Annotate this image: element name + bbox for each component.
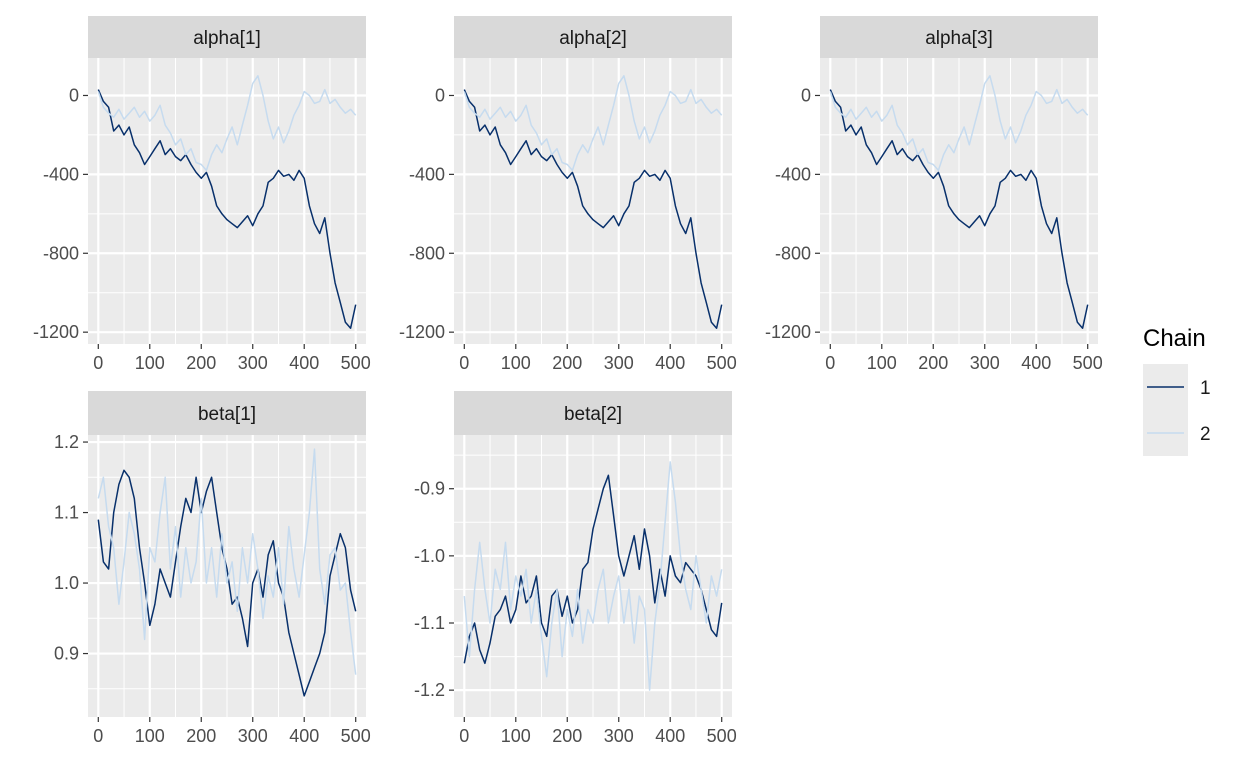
x-tick-label: 0 <box>93 353 103 373</box>
x-tick-label: 400 <box>1021 353 1051 373</box>
facet-alpha-2: alpha[2] 0 100 200 300 400 500 0 -400 -800 -1200 <box>399 16 737 373</box>
x-tick-label: 0 <box>825 353 835 373</box>
x-tick-label: 200 <box>186 353 216 373</box>
y-tick-label: -0.9 <box>414 479 445 499</box>
x-tick-label: 200 <box>918 353 948 373</box>
facet-strip-label: alpha[1] <box>193 28 261 49</box>
x-tick-label: 400 <box>655 353 685 373</box>
y-tick-label: 1.2 <box>54 432 79 452</box>
y-tick-label: -1200 <box>399 322 445 342</box>
y-tick-label: -800 <box>43 243 79 263</box>
facet-beta-1: beta[1] 0 100 200 300 400 500 1.2 1.1 1.0 0.9 <box>54 391 371 746</box>
legend-title: Chain <box>1143 325 1206 352</box>
y-tick-label: 1.0 <box>54 573 79 593</box>
x-tick-label: 400 <box>289 726 319 746</box>
facet-strip <box>88 16 366 58</box>
y-tick-label: -800 <box>775 243 811 263</box>
series-line-chain-1 <box>97 89 357 329</box>
y-tick-label: -800 <box>409 243 445 263</box>
y-tick-label: -1.0 <box>414 546 445 566</box>
legend-label-1: 1 <box>1200 378 1211 399</box>
series-line-chain-1 <box>97 469 357 697</box>
facet-beta-2: beta[2] 0 100 200 300 400 500 -0.9 -1.0 -1.1 -1.2 <box>414 391 737 746</box>
y-tick-label: -1.2 <box>414 680 445 700</box>
y-tick-label: 0 <box>435 85 445 105</box>
x-tick-label: 0 <box>459 726 469 746</box>
series-line-chain-2 <box>463 461 723 691</box>
y-tick-label: -1200 <box>765 322 811 342</box>
facet-strip <box>88 391 366 435</box>
series-line-chain-2 <box>829 75 1089 172</box>
y-tick-label: 0 <box>69 85 79 105</box>
x-tick-label: 200 <box>552 726 582 746</box>
facet-strip <box>454 391 732 435</box>
y-tick-label: 1.1 <box>54 503 79 523</box>
y-tick-label: -1200 <box>33 322 79 342</box>
x-tick-label: 400 <box>289 353 319 373</box>
facet-alpha-1: alpha[1] 0 100 200 300 400 500 0 -400 -800 -1200 <box>33 16 371 373</box>
x-tick-label: 200 <box>552 353 582 373</box>
x-tick-label: 400 <box>655 726 685 746</box>
x-tick-label: 100 <box>501 353 531 373</box>
series-line-chain-2 <box>97 75 357 172</box>
y-tick-label: -400 <box>775 164 811 184</box>
y-tick-label: 0 <box>801 85 811 105</box>
legend-label-2: 2 <box>1200 424 1211 445</box>
series-line-chain-1 <box>463 89 723 329</box>
facet-strip-label: alpha[3] <box>925 28 993 49</box>
x-tick-label: 500 <box>707 726 737 746</box>
x-tick-label: 300 <box>238 726 268 746</box>
x-tick-label: 300 <box>604 353 634 373</box>
facet-alpha-3: alpha[3] 0 100 200 300 400 500 0 -400 -800 -1200 <box>765 16 1103 373</box>
x-tick-label: 0 <box>459 353 469 373</box>
legend: Chain 1 2 <box>1143 325 1211 456</box>
x-tick-label: 100 <box>135 726 165 746</box>
y-tick-label: -400 <box>409 164 445 184</box>
facet-strip <box>820 16 1098 58</box>
y-tick-label: -400 <box>43 164 79 184</box>
x-tick-label: 100 <box>867 353 897 373</box>
x-tick-label: 200 <box>186 726 216 746</box>
x-tick-label: 500 <box>707 353 737 373</box>
series-line-chain-1 <box>463 474 723 665</box>
x-tick-label: 300 <box>970 353 1000 373</box>
facet-strip <box>454 16 732 58</box>
y-tick-label: -1.1 <box>414 613 445 633</box>
x-tick-label: 500 <box>341 726 371 746</box>
x-tick-label: 300 <box>604 726 634 746</box>
x-tick-label: 100 <box>501 726 531 746</box>
y-tick-label: 0.9 <box>54 644 79 664</box>
x-tick-label: 100 <box>135 353 165 373</box>
x-tick-label: 300 <box>238 353 268 373</box>
x-tick-label: 0 <box>93 726 103 746</box>
series-line-chain-2 <box>463 75 723 172</box>
facet-strip-label: beta[2] <box>564 404 622 425</box>
facet-strip-label: alpha[2] <box>559 28 627 49</box>
x-tick-label: 500 <box>341 353 371 373</box>
facet-strip-label: beta[1] <box>198 404 256 425</box>
series-line-chain-2 <box>97 448 357 675</box>
x-tick-label: 500 <box>1073 353 1103 373</box>
series-line-chain-1 <box>829 89 1089 329</box>
